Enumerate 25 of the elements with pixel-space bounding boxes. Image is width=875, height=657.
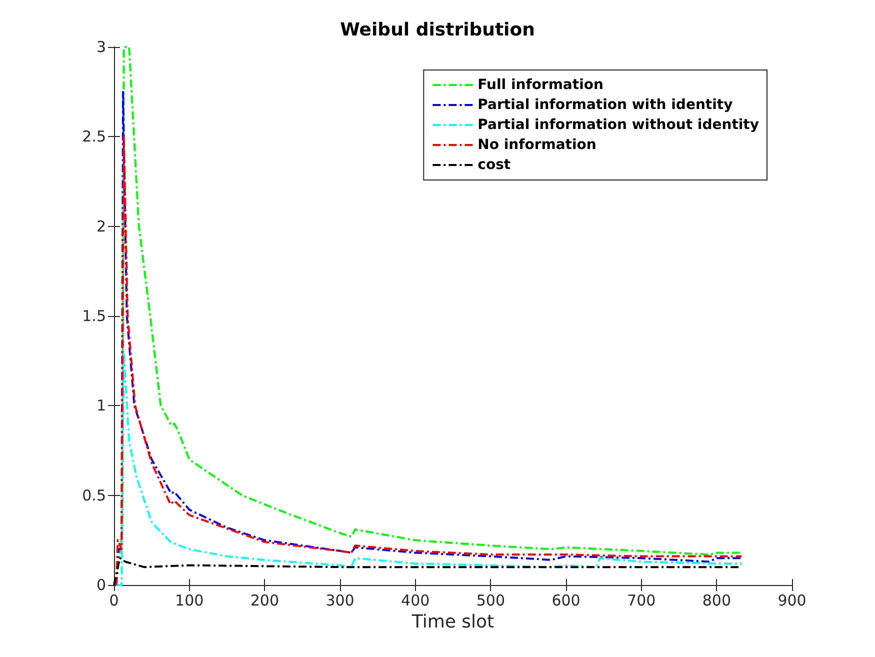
- y-tick-label: 1.5: [82, 307, 106, 325]
- x-axis-title: Time slot: [410, 612, 494, 632]
- line-series: [115, 350, 743, 586]
- y-tick-label: 0.5: [82, 486, 106, 504]
- x-tick-label: 300: [326, 592, 354, 610]
- y-tick-label: 2: [96, 217, 106, 236]
- x-tick-label: 200: [250, 592, 279, 610]
- legend-label: No information: [478, 137, 596, 153]
- x-tick-label: 700: [627, 592, 656, 610]
- x-tick-label: 800: [702, 592, 731, 610]
- y-tick-label: 1: [96, 396, 106, 415]
- chart-title: Weibul distribution: [340, 20, 535, 40]
- x-tick-label: 900: [778, 592, 806, 610]
- legend-label: cost: [478, 157, 511, 173]
- legend-label: Partial information without identity: [478, 117, 760, 133]
- y-tick-label: 0: [96, 576, 106, 594]
- x-tick-label: 500: [476, 592, 505, 610]
- x-tick-label: 0: [109, 592, 119, 610]
- x-tick-label: 400: [401, 592, 430, 610]
- legend-label: Partial information with identity: [478, 97, 733, 113]
- y-tick-label: 2.5: [82, 128, 106, 146]
- legend-label: Full information: [478, 77, 604, 93]
- x-tick-label: 600: [552, 592, 580, 610]
- y-tick-label: 3: [96, 38, 106, 56]
- x-tick-label: 100: [175, 592, 204, 610]
